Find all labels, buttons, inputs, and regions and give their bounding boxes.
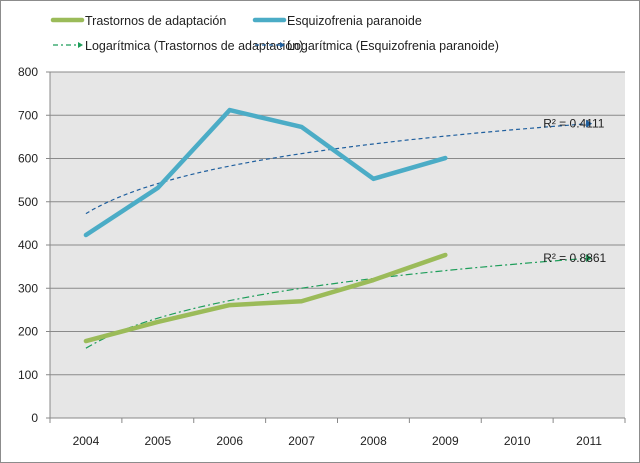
y-tick-label: 0 [31, 411, 38, 425]
series-line-0 [83, 252, 448, 344]
trendline-1 [85, 123, 590, 215]
legend-label: Logarítmica (Trastornos de adaptación) [85, 39, 303, 53]
x-tick-label: 2009 [432, 434, 459, 448]
legend-label: Logarítmica (Esquizofrenia paranoide) [287, 39, 499, 53]
trendline-0 [85, 257, 590, 349]
y-tick-label: 300 [18, 281, 38, 295]
y-tick-label: 200 [18, 325, 38, 339]
x-tick-label: 2005 [144, 434, 171, 448]
legend-item: Esquizofrenia paranoide [252, 14, 422, 28]
x-tick-label: 2008 [360, 434, 387, 448]
y-tick-label: 100 [18, 368, 38, 382]
r2-label: R² = 0.4111 [543, 117, 605, 131]
y-tick-label: 600 [18, 152, 38, 166]
y-tick-label: 800 [18, 65, 38, 79]
legend-label: Esquizofrenia paranoide [287, 14, 422, 28]
legend-item: Trastornos de adaptación [50, 14, 226, 28]
series-line-1 [83, 107, 448, 238]
trendline-arrow-icon [586, 119, 593, 128]
y-tick-label: 400 [18, 238, 38, 252]
x-tick-label: 2006 [216, 434, 243, 448]
y-tick-label: 500 [18, 195, 38, 209]
arrow-icon [78, 42, 83, 48]
legend-label: Trastornos de adaptación [85, 14, 226, 28]
legend-item: Logarítmica (Esquizofrenia paranoide) [255, 39, 499, 53]
trendline-arrow-icon [586, 254, 593, 263]
x-tick-label: 2010 [504, 434, 531, 448]
y-tick-label: 700 [18, 108, 38, 122]
x-tick-label: 2007 [288, 434, 315, 448]
legend-item: Logarítmica (Trastornos de adaptación) [53, 39, 303, 53]
x-tick-label: 2004 [73, 434, 100, 448]
arrow-icon [280, 42, 285, 48]
x-tick-label: 2011 [576, 434, 602, 448]
r2-label: R² = 0.8861 [543, 251, 606, 265]
legend: Trastornos de adaptación Esquizofrenia pa… [50, 14, 499, 53]
